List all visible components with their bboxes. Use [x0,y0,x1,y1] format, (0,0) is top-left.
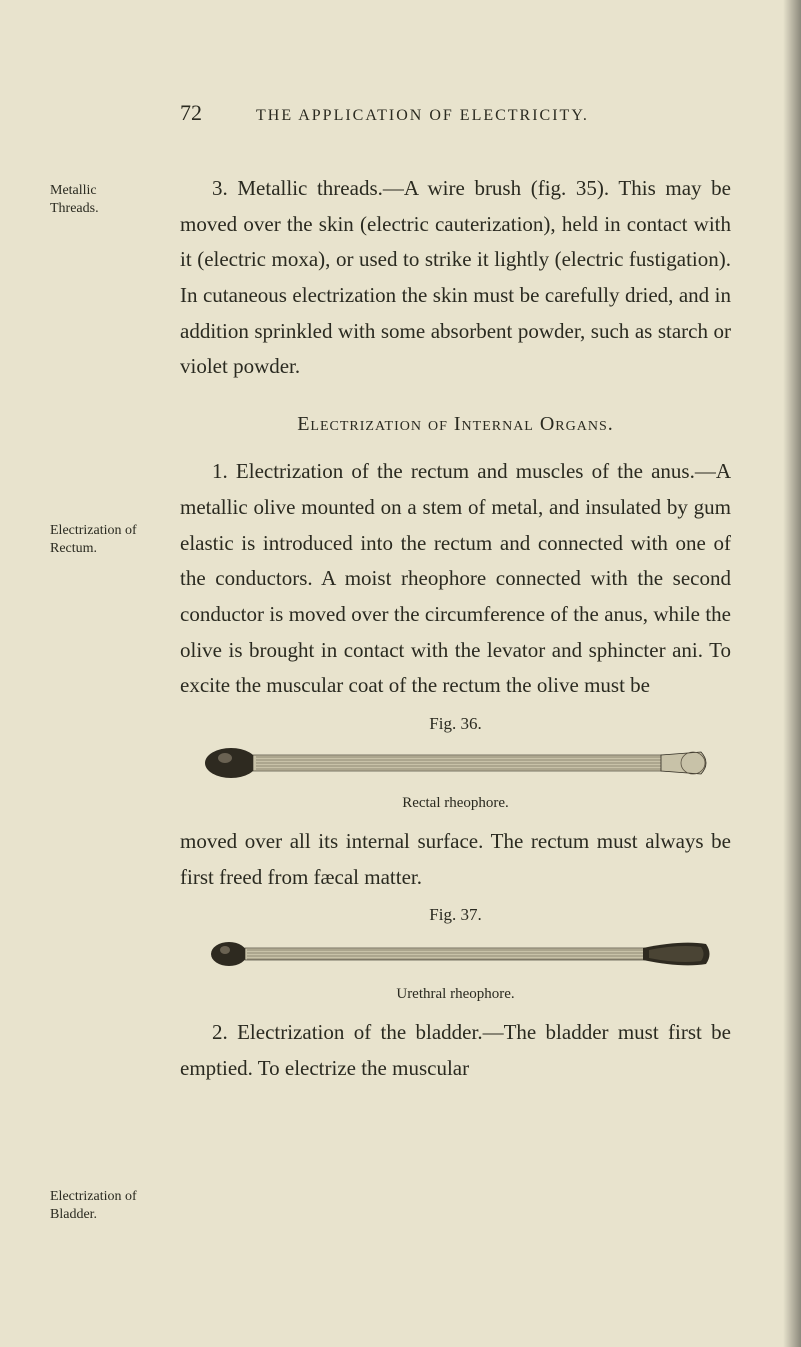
paragraph-text: 1. Electrization of the rectum and muscl… [180,454,731,704]
page-number: 72 [180,100,202,126]
paragraph-bladder: 2. Electrization of the bladder.—The bla… [180,1015,731,1086]
page-container: 72 THE APPLICATION OF ELECTRICITY. Metal… [0,0,801,1147]
figure-36-illustration [180,744,731,787]
section-heading-internal-organs: Electrization of Internal Organs. [180,413,731,436]
figure-label-37: Fig. 37. [180,905,731,925]
paragraph-rectum: 1. Electrization of the rectum and muscl… [180,454,731,704]
paragraph-text: 2. Electrization of the bladder.—The bla… [180,1015,731,1086]
margin-note-bladder: Electrization of Bladder. [50,1188,145,1224]
page-shadow [783,0,801,1347]
paragraph-text: moved over all its internal surface. The… [180,824,731,895]
paragraph-rectum-continued: moved over all its internal surface. The… [180,824,731,895]
paragraph-text: 3. Metallic threads.—A wire brush (fig. … [180,171,731,385]
running-head: THE APPLICATION OF ELECTRICITY. [256,107,589,124]
margin-note-metallic-threads: Metallic Threads. [50,182,145,218]
figure-caption-36: Rectal rheophore. [180,795,731,812]
margin-note-rectum: Electrization of Rectum. [50,522,145,558]
paragraph-metallic-threads: 3. Metallic threads.—A wire brush (fig. … [180,171,731,385]
urethral-rheophore-icon [201,935,711,973]
figure-label-36: Fig. 36. [180,714,731,734]
page-header: 72 THE APPLICATION OF ELECTRICITY. [50,100,731,126]
figure-37-illustration [180,935,731,978]
rectal-rheophore-icon [201,744,711,782]
figure-caption-37: Urethral rheophore. [180,986,731,1003]
